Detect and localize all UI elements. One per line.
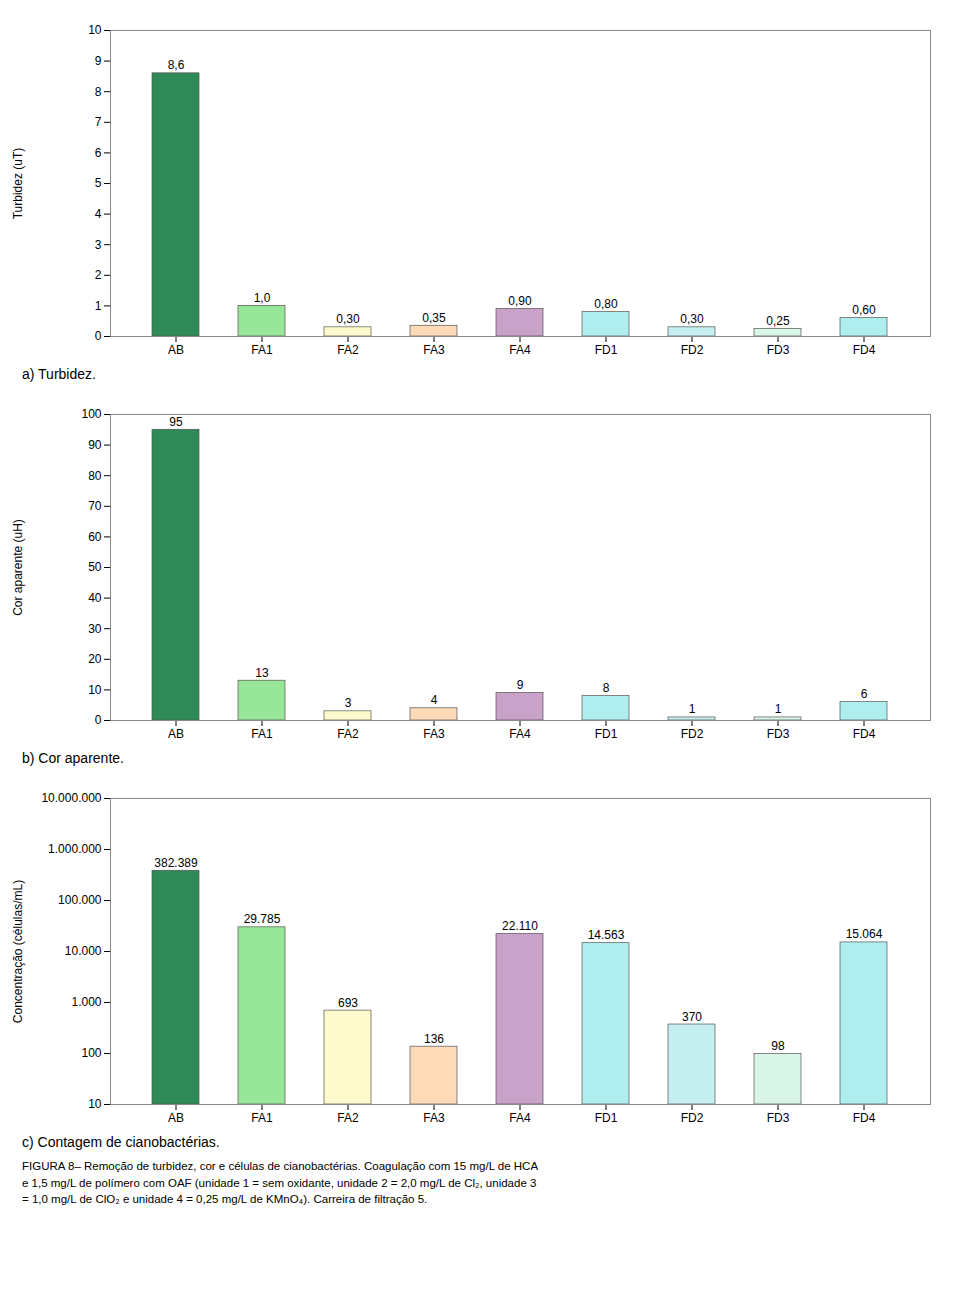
svg-text:AB: AB — [168, 727, 184, 741]
html-text:a) Turbidez.: a) Turbidez. — [22, 366, 96, 382]
svg-text:5: 5 — [95, 176, 102, 190]
svg-text:1,0: 1,0 — [254, 291, 271, 305]
svg-text:FD3: FD3 — [767, 727, 790, 741]
svg-text:50: 50 — [88, 560, 102, 574]
svg-text:6: 6 — [95, 146, 102, 160]
svg-text:FD1: FD1 — [595, 1111, 618, 1125]
svg-text:0,90: 0,90 — [508, 294, 532, 308]
svg-text:13: 13 — [255, 666, 269, 680]
svg-text:0,35: 0,35 — [422, 311, 446, 325]
svg-text:98: 98 — [771, 1039, 785, 1053]
svg-text:0,60: 0,60 — [852, 303, 876, 317]
svg-text:70: 70 — [88, 499, 102, 513]
svg-text:FD4: FD4 — [853, 727, 876, 741]
html-text:c) Contagem de cianobactérias.: c) Contagem de cianobactérias. — [22, 1134, 220, 1150]
svg-text:FA3: FA3 — [423, 1111, 445, 1125]
svg-text:Cor aparente (uH): Cor aparente (uH) — [11, 519, 25, 616]
svg-text:FA1: FA1 — [251, 727, 273, 741]
svg-text:FD4: FD4 — [853, 1111, 876, 1125]
html-text:e 1,5 mg/L de polímero com OAF: e 1,5 mg/L de polímero com OAF (unidade … — [22, 1176, 537, 1189]
svg-text:382.389: 382.389 — [154, 856, 198, 870]
svg-text:FA3: FA3 — [423, 343, 445, 357]
svg-text:FD3: FD3 — [767, 343, 790, 357]
svg-text:40: 40 — [88, 591, 102, 605]
svg-text:0,30: 0,30 — [336, 312, 360, 326]
svg-text:9: 9 — [517, 678, 524, 692]
svg-text:FA4: FA4 — [509, 1111, 531, 1125]
svg-text:FA1: FA1 — [251, 1111, 273, 1125]
svg-text:60: 60 — [88, 530, 102, 544]
svg-text:4: 4 — [95, 207, 102, 221]
svg-text:29.785: 29.785 — [244, 912, 281, 926]
svg-text:1.000.000: 1.000.000 — [48, 842, 102, 856]
svg-text:1.000: 1.000 — [71, 995, 101, 1009]
svg-text:1: 1 — [95, 299, 102, 313]
svg-text:FA2: FA2 — [337, 1111, 359, 1125]
svg-text:FA4: FA4 — [509, 343, 531, 357]
svg-text:100.000: 100.000 — [58, 893, 102, 907]
svg-text:100: 100 — [81, 407, 101, 421]
svg-text:FD3: FD3 — [767, 1111, 790, 1125]
svg-text:FA1: FA1 — [251, 343, 273, 357]
svg-text:FD2: FD2 — [681, 1111, 704, 1125]
svg-text:FA3: FA3 — [423, 727, 445, 741]
svg-text:Turbidez (uT): Turbidez (uT) — [11, 148, 25, 220]
html-text:b) Cor aparente.: b) Cor aparente. — [22, 750, 124, 766]
svg-text:10.000.000: 10.000.000 — [41, 791, 101, 805]
svg-text:AB: AB — [168, 1111, 184, 1125]
svg-text:3: 3 — [95, 238, 102, 252]
svg-text:1: 1 — [775, 702, 782, 716]
svg-text:Concentração (células/mL): Concentração (células/mL) — [11, 880, 25, 1023]
svg-text:80: 80 — [88, 469, 102, 483]
svg-text:7: 7 — [95, 115, 102, 129]
svg-text:8: 8 — [603, 681, 610, 695]
svg-text:370: 370 — [682, 1010, 702, 1024]
svg-text:90: 90 — [88, 438, 102, 452]
svg-text:FD2: FD2 — [681, 343, 704, 357]
svg-text:6: 6 — [861, 687, 868, 701]
svg-text:2: 2 — [95, 268, 102, 282]
html-text:FIGURA 8– Remoção de turbidez,: FIGURA 8– Remoção de turbidez, cor e cél… — [22, 1160, 539, 1172]
svg-text:4: 4 — [431, 693, 438, 707]
svg-text:100: 100 — [81, 1046, 101, 1060]
svg-text:0: 0 — [95, 329, 102, 343]
svg-text:FD1: FD1 — [595, 343, 618, 357]
svg-text:AB: AB — [168, 343, 184, 357]
svg-text:0,30: 0,30 — [680, 312, 704, 326]
svg-text:14.563: 14.563 — [588, 928, 625, 942]
svg-text:8,6: 8,6 — [168, 58, 185, 72]
svg-text:FA2: FA2 — [337, 343, 359, 357]
svg-text:136: 136 — [424, 1032, 444, 1046]
svg-text:10: 10 — [88, 1097, 102, 1111]
html-text:= 1,0 mg/L de ClO₂ e unidade 4: = 1,0 mg/L de ClO₂ e unidade 4 = 0,25 mg… — [22, 1193, 428, 1206]
svg-text:20: 20 — [88, 652, 102, 666]
svg-text:FA2: FA2 — [337, 727, 359, 741]
svg-text:FD1: FD1 — [595, 727, 618, 741]
svg-text:0: 0 — [95, 713, 102, 727]
svg-text:8: 8 — [95, 85, 102, 99]
svg-text:FD4: FD4 — [853, 343, 876, 357]
svg-text:FD2: FD2 — [681, 727, 704, 741]
svg-text:95: 95 — [169, 415, 183, 429]
svg-text:30: 30 — [88, 622, 102, 636]
svg-text:10: 10 — [88, 23, 102, 37]
svg-text:22.110: 22.110 — [502, 919, 538, 933]
svg-text:693: 693 — [338, 996, 358, 1010]
svg-text:15.064: 15.064 — [846, 927, 883, 941]
svg-text:1: 1 — [689, 702, 696, 716]
svg-text:10.000: 10.000 — [65, 944, 102, 958]
svg-text:FA4: FA4 — [509, 727, 531, 741]
svg-text:10: 10 — [88, 683, 102, 697]
svg-text:3: 3 — [345, 696, 352, 710]
svg-text:9: 9 — [95, 54, 102, 68]
svg-text:0,80: 0,80 — [594, 297, 618, 311]
svg-text:0,25: 0,25 — [766, 314, 790, 328]
